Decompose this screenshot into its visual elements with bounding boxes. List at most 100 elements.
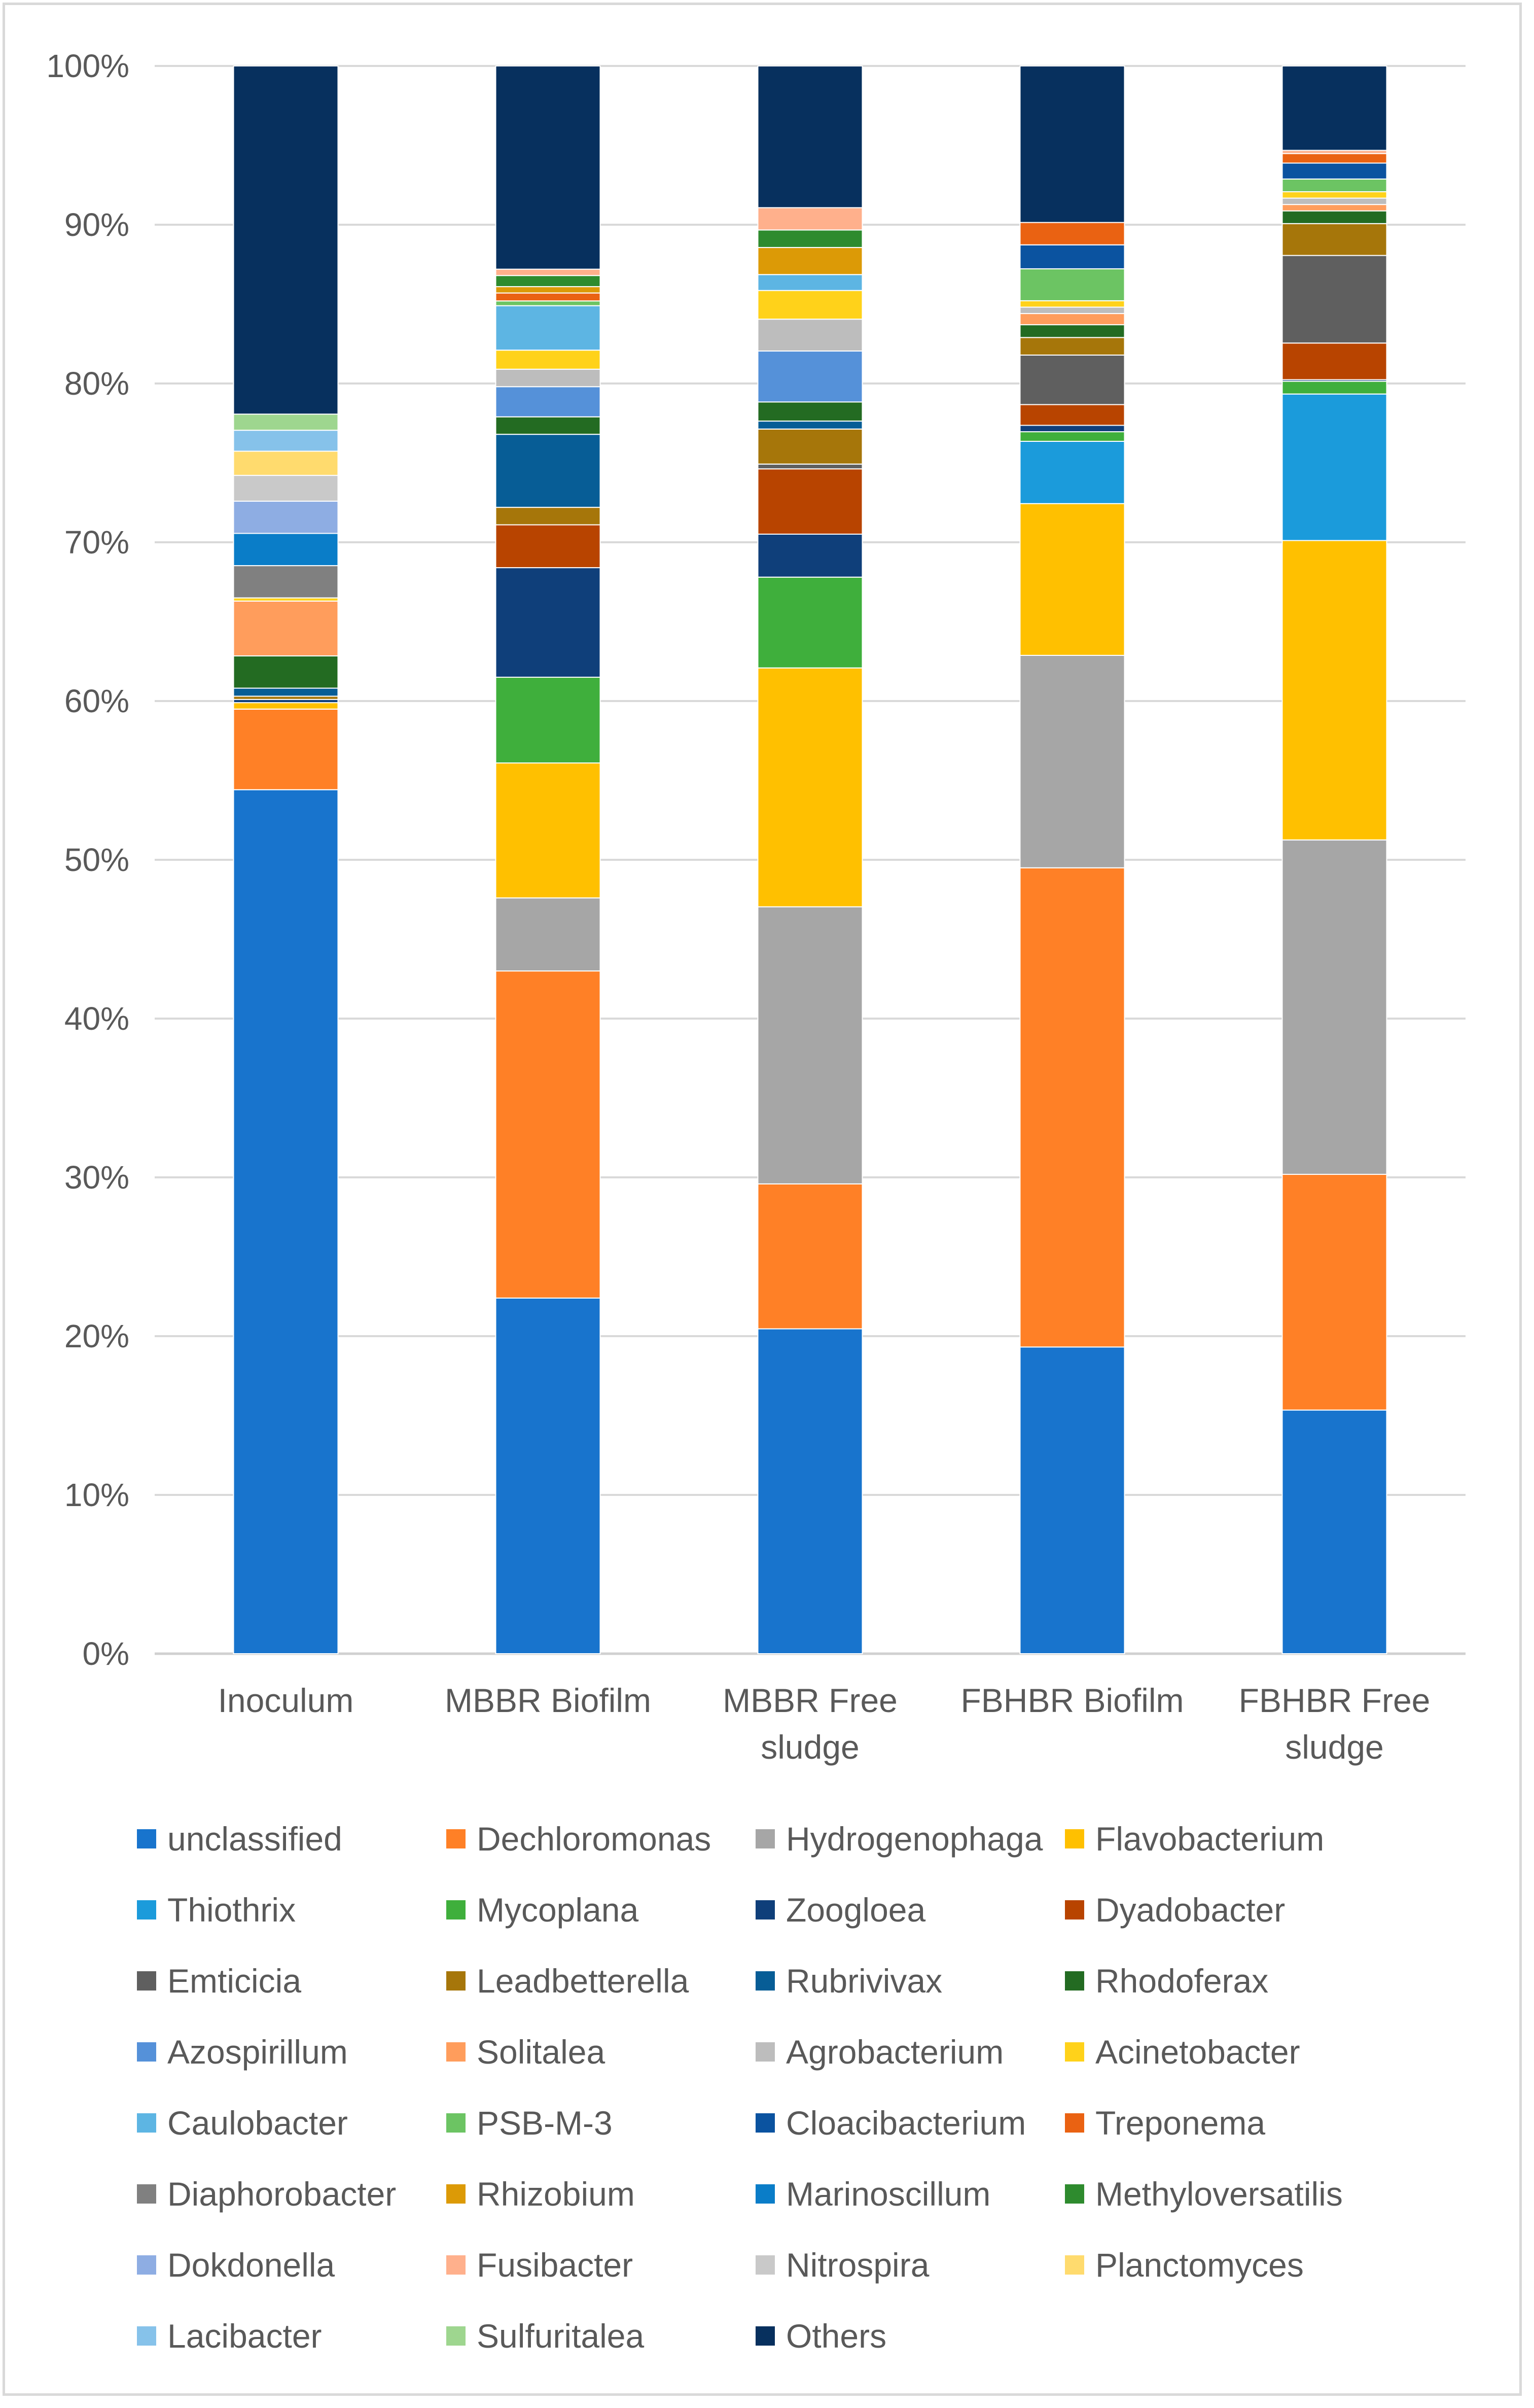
- legend-swatch: [137, 2255, 156, 2275]
- bar-stack: [757, 65, 863, 1654]
- bar-segment-dokdonella: [233, 500, 339, 534]
- bar-segment-dechloromonas: [1019, 867, 1125, 1348]
- bar-segment-flavobacterium: [233, 702, 339, 710]
- bar-segment-rubrivivax: [757, 421, 863, 430]
- bar-segment-psb-m-3: [495, 300, 601, 306]
- bar-segment-others: [1019, 65, 1125, 223]
- legend-item: PSB-M-3: [446, 2104, 613, 2142]
- legend-label: Emticicia: [167, 1962, 301, 2000]
- category-label: Inoculum: [218, 1682, 354, 1719]
- legend-swatch: [137, 1971, 156, 1991]
- legend-item: Dechloromonas: [446, 1820, 711, 1858]
- legend-label: Diaphorobacter: [167, 2175, 396, 2213]
- y-tick-label: 10%: [64, 1477, 129, 1513]
- legend-label: Thiothrix: [167, 1891, 296, 1929]
- legend-item: Mycoplana: [446, 1891, 638, 1929]
- bar-segment-rhizobium: [757, 247, 863, 275]
- bar-segment-lacibacter: [233, 430, 339, 452]
- legend-item: Leadbetterella: [446, 1962, 689, 2000]
- legend-label: Cloacibacterium: [786, 2104, 1026, 2142]
- bar-segment-unclassified: [233, 789, 339, 1654]
- legend-item: Planctomyces: [1065, 2246, 1304, 2284]
- bar-segment-methyloversatilis: [757, 229, 863, 248]
- bars: [233, 65, 1387, 1654]
- legend-swatch: [756, 2255, 775, 2275]
- legend-label: Hydrogenophaga: [786, 1820, 1043, 1858]
- legend-label: Solitalea: [477, 2033, 605, 2071]
- legend-label: unclassified: [167, 1820, 342, 1858]
- legend-swatch: [446, 1900, 466, 1920]
- bar-segment-marinoscillum: [233, 533, 339, 567]
- legend-item: Treponema: [1065, 2104, 1265, 2142]
- bar-stack: [495, 65, 601, 1654]
- bar-segment-azospirillum: [757, 350, 863, 403]
- legend-item: Rhodoferax: [1065, 1962, 1268, 2000]
- bar-segment-caulobacter: [495, 305, 601, 351]
- bar-segment-mycoplana: [495, 677, 601, 764]
- legend-label: Leadbetterella: [477, 1962, 689, 2000]
- bar-segment-rubrivivax: [233, 687, 339, 697]
- legend-label: Nitrospira: [786, 2246, 930, 2284]
- bar-segment-leadbetterella: [1019, 337, 1125, 356]
- bar-segment-fusibacter: [757, 207, 863, 231]
- bar-segment-solitalea: [233, 600, 339, 657]
- legend-item: Cloacibacterium: [756, 2104, 1026, 2142]
- legend-swatch: [446, 2042, 466, 2062]
- legend-item: Methyloversatilis: [1065, 2175, 1343, 2213]
- bar-segment-mycoplana: [757, 576, 863, 669]
- legend-swatch: [1065, 2255, 1084, 2275]
- legend-label: Others: [786, 2317, 886, 2355]
- bar-segment-emticicia: [1019, 354, 1125, 405]
- bar-segment-treponema: [1281, 153, 1387, 164]
- bar-segment-acinetobacter: [757, 290, 863, 320]
- legend-label: Rhizobium: [477, 2175, 635, 2213]
- legend-item: Flavobacterium: [1065, 1820, 1324, 1858]
- legend-item: Others: [756, 2317, 886, 2355]
- bar-segment-hydrogenophaga: [757, 906, 863, 1184]
- bar-segment-rhizobium: [495, 286, 601, 294]
- legend-label: Lacibacter: [167, 2317, 322, 2355]
- bar-segment-agrobacterium: [495, 368, 601, 388]
- legend-item: Dyadobacter: [1065, 1891, 1285, 1929]
- bar-segment-unclassified: [495, 1297, 601, 1654]
- bar-segment-agrobacterium: [1281, 197, 1387, 205]
- category-label: sludge: [1285, 1728, 1384, 1766]
- legend-label: Marinoscillum: [786, 2175, 990, 2213]
- legend-swatch: [1065, 2184, 1084, 2204]
- bar-segment-fusibacter: [495, 268, 601, 276]
- legend-swatch: [756, 2184, 775, 2204]
- bar-segment-acinetobacter: [1281, 191, 1387, 199]
- bar-segment-rhodoferax: [233, 655, 339, 689]
- y-tick-label: 80%: [64, 365, 129, 402]
- legend-label: Dyadobacter: [1095, 1891, 1285, 1929]
- bar-segment-zoogloea: [757, 533, 863, 578]
- legend-swatch: [137, 2042, 156, 2062]
- y-tick-label: 30%: [64, 1159, 129, 1196]
- bar-segment-hydrogenophaga: [1019, 654, 1125, 868]
- legend-swatch: [137, 2326, 156, 2346]
- bar-segment-dechloromonas: [495, 970, 601, 1299]
- legend-item: Caulobacter: [137, 2104, 348, 2142]
- bar-segment-planctomyces: [233, 450, 339, 476]
- bar-segment-zoogloea: [1019, 425, 1125, 433]
- legend-item: Azospirillum: [137, 2033, 348, 2071]
- legend-swatch: [446, 1829, 466, 1848]
- legend-swatch: [756, 2042, 775, 2062]
- legend-swatch: [1065, 1971, 1084, 1991]
- legend-item: Agrobacterium: [756, 2033, 1004, 2071]
- bar-segment-dechloromonas: [1281, 1174, 1387, 1411]
- bar-segment-flavobacterium: [757, 667, 863, 908]
- bar-segment-azospirillum: [495, 386, 601, 417]
- bar-segment-rhodoferax: [1281, 210, 1387, 224]
- bar-segment-cloacibacterium: [1019, 244, 1125, 269]
- legend-item: Dokdonella: [137, 2246, 335, 2284]
- legend-swatch: [1065, 2042, 1084, 2062]
- y-tick-label: 0%: [83, 1635, 130, 1672]
- y-tick-label: 40%: [64, 1000, 129, 1037]
- bar-segment-agrobacterium: [757, 319, 863, 352]
- legend-swatch: [446, 2113, 466, 2133]
- bar-segment-solitalea: [1281, 204, 1387, 212]
- legend-label: Acinetobacter: [1095, 2033, 1300, 2071]
- bar-segment-emticicia: [757, 463, 863, 470]
- bar-segment-treponema: [1019, 222, 1125, 246]
